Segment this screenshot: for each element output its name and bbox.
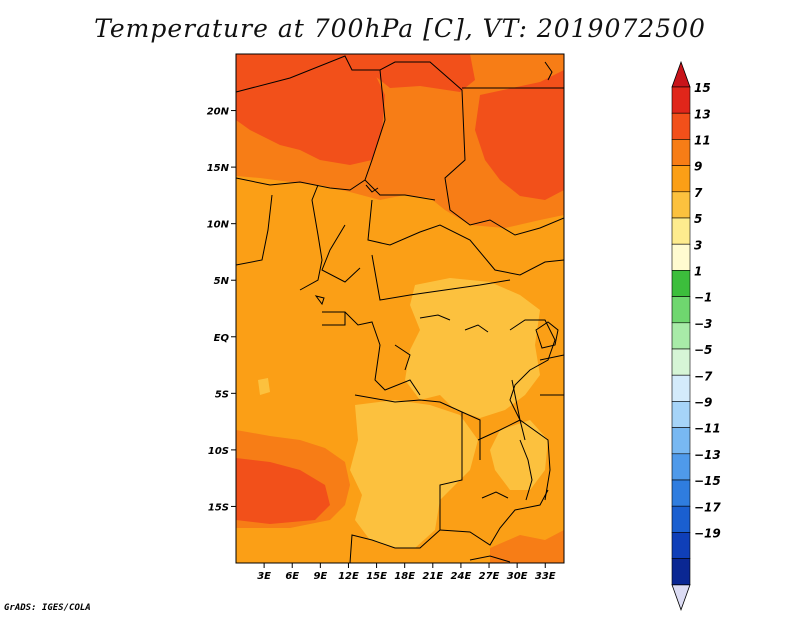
field-13-15-core-east [475, 70, 564, 200]
field-7-9-angola [350, 400, 478, 548]
lon-tick-label: 9E [313, 571, 327, 582]
colorbar: 15 13 11 9 7 5 3 1 −1 −3 −5 −7 −9 −11 −13 −15 −17 −19 [671, 60, 721, 611]
credit-label: GrADS: IGES/COLA [4, 603, 91, 613]
lon-tick-label: 33E [535, 571, 556, 582]
country-boundaries [236, 55, 564, 563]
colorbar-bin [671, 322, 691, 350]
colorbar-top-arrow [671, 60, 691, 88]
colorbar-bin [671, 479, 691, 507]
colorbar-bin [671, 374, 691, 402]
colorbar-bin [671, 217, 691, 245]
lon-tick-label: 27E [479, 571, 500, 582]
lat-tick-label: 5N [214, 276, 230, 287]
colorbar-bin [671, 270, 691, 297]
colorbar-bin [671, 191, 691, 219]
colorbar-bin [671, 453, 691, 481]
field-13-15-core-north [236, 54, 475, 92]
colorbar-label: 13 [694, 107, 711, 121]
lat-tick-label: 15S [208, 502, 229, 513]
lon-tick-label: 24E [451, 571, 472, 582]
lat-tick-label: 10S [208, 446, 229, 457]
lon-tick-label: 6E [285, 571, 299, 582]
lat-tick-label: 20N [207, 107, 230, 118]
lat-tick-label: 10N [207, 220, 230, 231]
colorbar-label: −11 [694, 422, 721, 436]
colorbar-bin [671, 86, 691, 114]
lon-tick-label: 15E [366, 571, 387, 582]
colorbar-label: 1 [694, 265, 702, 279]
colorbar-label: −5 [694, 343, 712, 357]
lon-tick-label: 21E [422, 571, 443, 582]
longitude-axis: 3E 6E 9E 12E 15E 18E 21E 24E 27E 30E 33E [257, 563, 556, 582]
field-7-9-congo [405, 278, 540, 418]
lon-tick-label: 30E [507, 571, 528, 582]
colorbar-bin [671, 427, 691, 455]
colorbar-bin [671, 243, 691, 271]
field-11-13-southeast [490, 530, 564, 563]
field-7-9-east [490, 420, 548, 490]
lat-tick-label: 5S [215, 389, 229, 400]
colorbar-label: 3 [694, 238, 702, 252]
colorbar-bottom-arrow [671, 584, 691, 611]
lake-outlines [314, 61, 559, 563]
field-13-15-core-west [236, 54, 385, 165]
colorbar-label: 15 [694, 81, 711, 95]
colorbar-bin [671, 558, 691, 586]
colorbar-label: −3 [694, 317, 712, 331]
colorbar-label: −7 [694, 369, 713, 383]
lat-tick-label: 15N [207, 163, 230, 174]
colorbar-label: −13 [694, 448, 721, 462]
colorbar-label: −9 [694, 396, 712, 410]
colorbar-label: 9 [694, 160, 702, 174]
colorbar-bin [671, 165, 691, 193]
colorbar-label: −19 [694, 527, 721, 541]
lon-tick-label: 3E [257, 571, 271, 582]
colorbar-label: 11 [694, 134, 711, 148]
colorbar-label: 5 [694, 212, 702, 226]
colorbar-bin [671, 532, 691, 559]
colorbar-bin [671, 505, 691, 533]
map-title: Temperature at 700hPa [C], VT: 201907250… [94, 14, 706, 43]
colorbar-label: −15 [694, 474, 721, 488]
plot-frame [235, 53, 565, 564]
temperature-field [236, 54, 564, 563]
colorbar-bin [671, 401, 691, 428]
colorbar-label: −1 [694, 291, 712, 305]
latitude-axis: 20N 15N 10N 5N EQ 5S 10S 15S [207, 107, 236, 513]
field-7-9-patch [258, 378, 270, 395]
lon-tick-label: 12E [338, 571, 359, 582]
lon-tick-label: 18E [394, 571, 415, 582]
colorbar-bin [671, 112, 691, 140]
colorbar-label: 7 [694, 186, 703, 200]
colorbar-bin [671, 348, 691, 376]
colorbar-bin [671, 139, 691, 166]
colorbar-bin [671, 296, 691, 324]
field-13-15-core-sw [236, 458, 330, 524]
lat-tick-label: EQ [214, 333, 230, 344]
colorbar-label: −17 [694, 500, 721, 514]
